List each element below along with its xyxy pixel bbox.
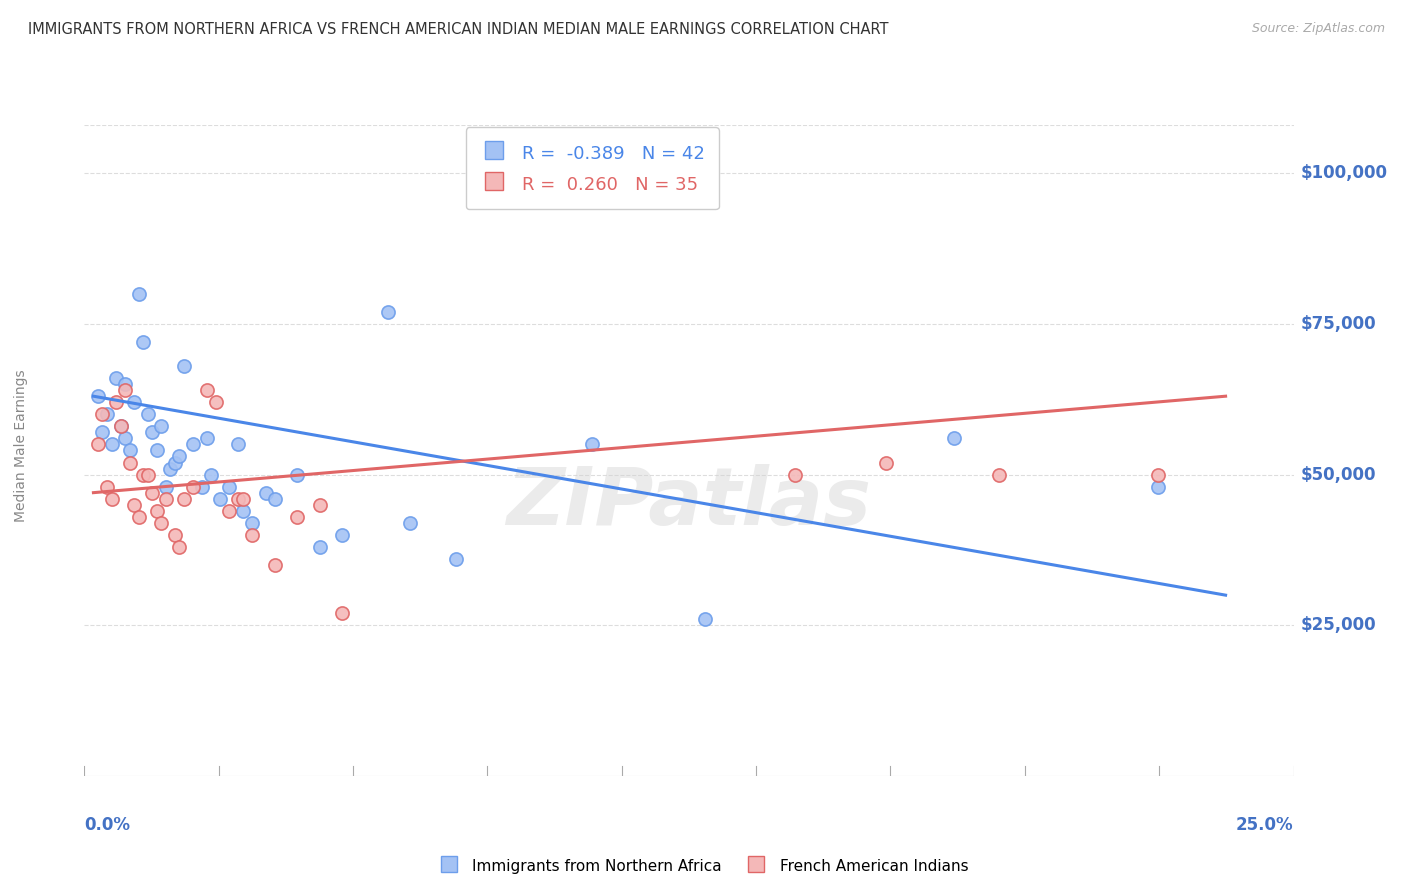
Point — [228, 491, 250, 506]
Legend: Immigrants from Northern Africa, French American Indians: Immigrants from Northern Africa, French … — [432, 851, 974, 880]
Text: $75,000: $75,000 — [1301, 315, 1376, 333]
Text: $100,000: $100,000 — [1301, 164, 1388, 182]
Point — [332, 528, 354, 542]
Point — [254, 485, 277, 500]
Point — [195, 383, 218, 397]
Point — [114, 377, 136, 392]
Point — [1146, 480, 1168, 494]
Point — [195, 431, 218, 445]
Point — [204, 395, 226, 409]
Point — [100, 491, 122, 506]
Point — [285, 509, 308, 524]
Point — [181, 437, 204, 451]
Point — [308, 498, 330, 512]
Point — [285, 467, 308, 482]
Point — [181, 480, 204, 494]
Point — [263, 558, 285, 572]
Text: IMMIGRANTS FROM NORTHERN AFRICA VS FRENCH AMERICAN INDIAN MEDIAN MALE EARNINGS C: IMMIGRANTS FROM NORTHERN AFRICA VS FRENC… — [28, 22, 889, 37]
Point — [132, 467, 155, 482]
Point — [110, 419, 132, 434]
Text: 0.0%: 0.0% — [84, 816, 131, 834]
Point — [105, 371, 128, 385]
Point — [399, 516, 422, 530]
Point — [118, 443, 141, 458]
Point — [136, 467, 159, 482]
Point — [146, 504, 169, 518]
Point — [150, 419, 173, 434]
Point — [163, 456, 186, 470]
Point — [87, 389, 110, 403]
Text: $50,000: $50,000 — [1301, 466, 1376, 483]
Point — [200, 467, 222, 482]
Point — [444, 552, 467, 566]
Text: 25.0%: 25.0% — [1236, 816, 1294, 834]
Point — [263, 491, 285, 506]
Legend: R =  -0.389   N = 42, R =  0.260   N = 35: R = -0.389 N = 42, R = 0.260 N = 35 — [465, 128, 718, 210]
Point — [942, 431, 965, 445]
Point — [191, 480, 214, 494]
Point — [91, 425, 114, 440]
Point — [332, 607, 354, 621]
Point — [122, 498, 145, 512]
Point — [155, 480, 177, 494]
Point — [240, 528, 263, 542]
Point — [169, 540, 191, 554]
Point — [232, 491, 254, 506]
Point — [988, 467, 1011, 482]
Point — [377, 305, 399, 319]
Point — [122, 395, 145, 409]
Point — [150, 516, 173, 530]
Text: $25,000: $25,000 — [1301, 616, 1376, 634]
Point — [118, 456, 141, 470]
Point — [581, 437, 603, 451]
Point — [155, 491, 177, 506]
Point — [87, 437, 110, 451]
Point — [173, 491, 195, 506]
Point — [209, 491, 232, 506]
Point — [100, 437, 122, 451]
Point — [105, 395, 128, 409]
Text: Median Male Earnings: Median Male Earnings — [14, 369, 28, 523]
Point — [218, 504, 240, 518]
Point — [141, 485, 163, 500]
Point — [128, 509, 150, 524]
Text: ZIPatlas: ZIPatlas — [506, 464, 872, 541]
Point — [96, 480, 118, 494]
Point — [240, 516, 263, 530]
Point — [146, 443, 169, 458]
Point — [159, 461, 181, 475]
Point — [308, 540, 330, 554]
Point — [218, 480, 240, 494]
Point — [132, 334, 155, 349]
Point — [96, 407, 118, 421]
Point — [163, 528, 186, 542]
Point — [136, 407, 159, 421]
Point — [785, 467, 807, 482]
Point — [114, 383, 136, 397]
Point — [693, 612, 716, 626]
Point — [626, 184, 648, 198]
Point — [173, 359, 195, 373]
Text: Source: ZipAtlas.com: Source: ZipAtlas.com — [1251, 22, 1385, 36]
Point — [1146, 467, 1168, 482]
Point — [875, 456, 897, 470]
Point — [128, 286, 150, 301]
Point — [141, 425, 163, 440]
Point — [110, 419, 132, 434]
Point — [169, 450, 191, 464]
Point — [91, 407, 114, 421]
Point — [228, 437, 250, 451]
Point — [232, 504, 254, 518]
Point — [114, 431, 136, 445]
